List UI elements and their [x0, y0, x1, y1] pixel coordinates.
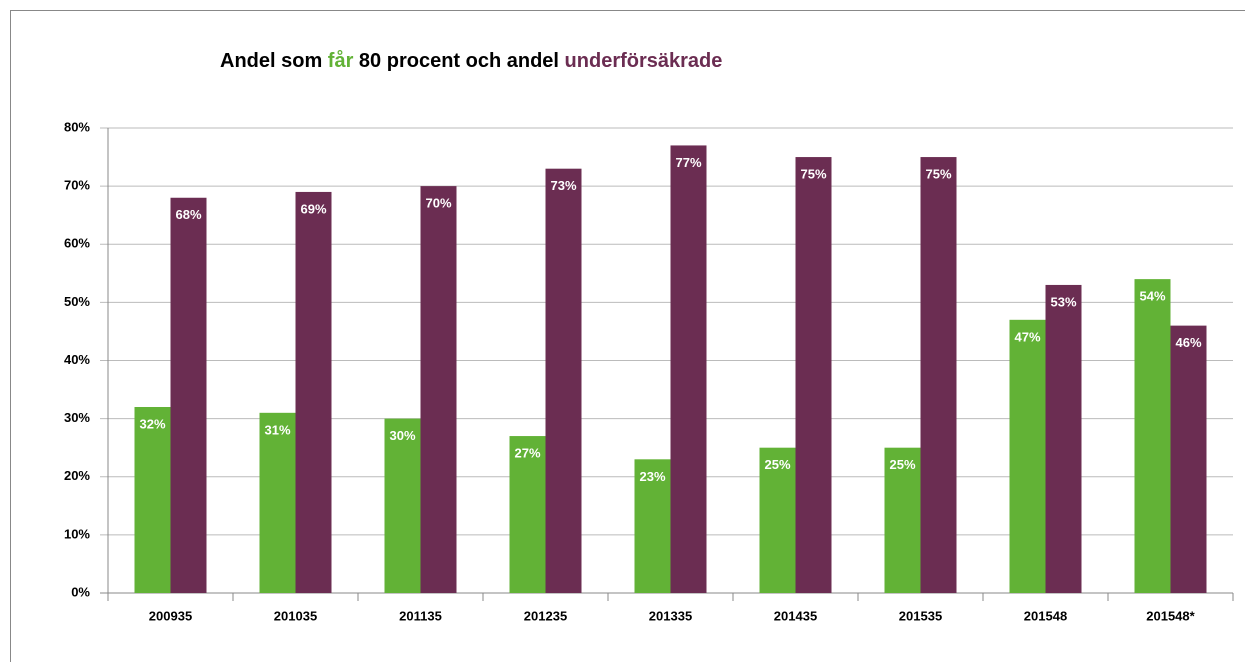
y-tick-label: 20% — [64, 468, 90, 483]
data-label: 70% — [425, 196, 451, 211]
y-tick-label: 60% — [64, 236, 90, 251]
bar — [670, 145, 707, 593]
bar — [1170, 325, 1207, 593]
bar — [384, 418, 421, 593]
bar — [545, 168, 582, 593]
bar — [884, 447, 921, 593]
bar — [170, 197, 207, 593]
y-tick-label: 80% — [64, 119, 90, 134]
data-label: 25% — [889, 457, 915, 472]
data-label: 75% — [925, 167, 951, 182]
x-tick-label: 201548* — [1146, 608, 1195, 623]
bar — [759, 447, 796, 593]
x-tick-label: 201535 — [899, 608, 942, 623]
title-part: underförsäkrade — [565, 50, 723, 72]
chart-title: Andel som får 80 procent och andel under… — [220, 49, 722, 72]
bar — [1009, 319, 1046, 593]
data-label: 54% — [1139, 289, 1165, 304]
data-label: 75% — [800, 167, 826, 182]
x-tick-label: 201235 — [524, 608, 567, 623]
x-tick-label: 201548 — [1024, 608, 1067, 623]
bar — [634, 459, 671, 593]
x-tick-label: 201135 — [399, 608, 442, 623]
bar — [420, 186, 457, 593]
y-tick-label: 50% — [64, 294, 90, 309]
x-tick-label: 201035 — [274, 608, 317, 623]
data-label: 30% — [389, 428, 415, 443]
y-tick-label: 0% — [71, 584, 90, 599]
y-tick-label: 40% — [64, 352, 90, 367]
y-tick-label: 30% — [64, 410, 90, 425]
title-part: Andel som — [220, 50, 328, 72]
title-part: 80 procent och andel — [353, 50, 564, 72]
data-label: 77% — [675, 155, 701, 170]
x-tick-label: 201435 — [774, 608, 817, 623]
bar — [134, 407, 171, 593]
data-label: 27% — [514, 446, 540, 461]
bar — [795, 157, 832, 593]
data-label: 47% — [1014, 329, 1040, 344]
data-label: 68% — [175, 207, 201, 222]
y-tick-label: 10% — [64, 526, 90, 541]
bar — [920, 157, 957, 593]
title-part: får — [328, 49, 354, 72]
data-label: 73% — [550, 178, 576, 193]
bar — [1045, 284, 1082, 593]
data-label: 32% — [139, 416, 165, 431]
bar — [295, 191, 332, 593]
x-tick-label: 200935 — [149, 608, 192, 623]
data-label: 25% — [764, 457, 790, 472]
bar — [509, 436, 546, 593]
x-tick-label: 201335 — [649, 608, 692, 623]
y-tick-label: 70% — [64, 178, 90, 193]
data-label: 23% — [639, 469, 665, 484]
data-label: 31% — [264, 422, 290, 437]
data-label: 46% — [1175, 335, 1201, 350]
bar — [259, 412, 296, 593]
data-label: 53% — [1050, 294, 1076, 309]
data-label: 69% — [300, 201, 326, 216]
bar — [1134, 279, 1171, 593]
